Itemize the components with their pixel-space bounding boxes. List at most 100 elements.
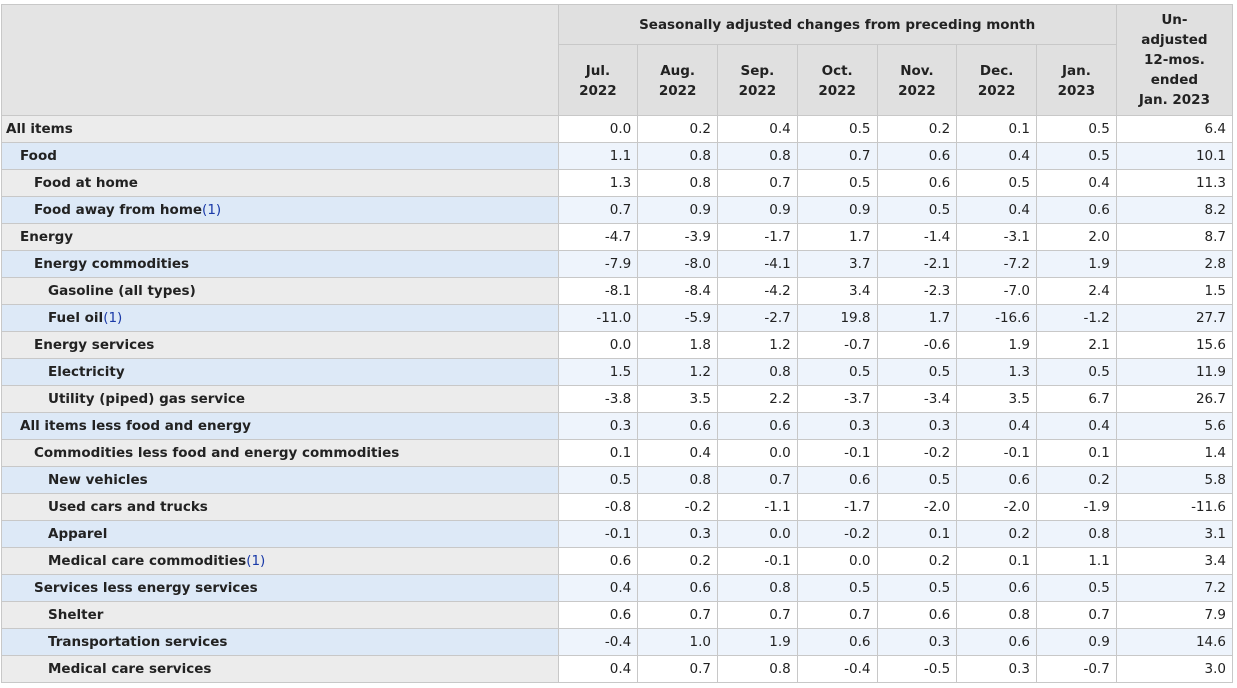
monthly-change-cell: -3.1	[956, 223, 1038, 251]
row-label: Gasoline (all types)	[48, 283, 196, 299]
cpi-changes-table: Seasonally adjusted changes from precedi…	[1, 4, 1234, 683]
monthly-change-cell: -3.7	[796, 385, 878, 413]
monthly-change-cell: 1.5	[557, 358, 639, 386]
header-row-top: Seasonally adjusted changes from precedi…	[1, 4, 1234, 116]
table-row: Food away from home(1) 0.7 0.9 0.9 0.9 0.5 0.4…	[1, 196, 1234, 224]
row-label-cell: Apparel	[1, 520, 559, 548]
monthly-change-cell: 0.5	[1036, 574, 1117, 602]
header-month-year: 2023	[1057, 83, 1096, 99]
monthly-change-cell: 0.5	[796, 115, 878, 143]
header-month-name: Jan.	[1061, 63, 1091, 79]
footnote-link[interactable]: (1)	[202, 202, 222, 218]
monthly-change-cell: 0.6	[796, 466, 878, 494]
monthly-change-cell: -0.1	[956, 439, 1038, 467]
footnote-link[interactable]: (1)	[246, 553, 266, 569]
monthly-change-cell: -4.1	[717, 250, 798, 278]
monthly-change-cell: 0.1	[1036, 439, 1117, 467]
monthly-change-cell: 0.5	[796, 574, 878, 602]
header-month: Jan. 2023	[1036, 44, 1117, 116]
header-unadjusted-line: Jan. 2023	[1138, 92, 1210, 108]
row-label-cell: All items less food and energy	[1, 412, 559, 440]
row-label-cell: Energy services	[1, 331, 559, 359]
monthly-change-cell: 0.5	[876, 466, 958, 494]
row-label-cell: Food at home	[1, 169, 559, 197]
header-month: Nov. 2022	[876, 44, 958, 116]
monthly-change-cell: 0.3	[637, 520, 719, 548]
row-label: Transportation services	[48, 634, 228, 650]
monthly-change-cell: 0.4	[956, 142, 1038, 170]
row-label: Shelter	[48, 607, 104, 623]
row-label: Food at home	[34, 175, 138, 191]
monthly-change-cell: -7.9	[557, 250, 639, 278]
monthly-change-cell: 0.5	[796, 358, 878, 386]
monthly-change-cell: 1.1	[1036, 547, 1117, 575]
monthly-change-cell: 6.7	[1036, 385, 1117, 413]
monthly-change-cell: -2.7	[717, 304, 798, 332]
annual-change-cell: 3.0	[1115, 655, 1234, 683]
table-body: All items 0.0 0.2 0.4 0.5 0.2 0.1 0.5 6.4 Food 1.1…	[1, 115, 1234, 683]
row-label: Medical care commodities	[48, 553, 247, 569]
monthly-change-cell: 0.4	[1036, 412, 1117, 440]
monthly-change-cell: 0.8	[956, 601, 1038, 629]
monthly-change-cell: 0.7	[637, 655, 719, 683]
monthly-change-cell: 0.4	[956, 412, 1038, 440]
monthly-change-cell: 3.7	[796, 250, 878, 278]
monthly-change-cell: 0.2	[876, 547, 958, 575]
monthly-change-cell: 1.7	[796, 223, 878, 251]
monthly-change-cell: 0.7	[717, 601, 798, 629]
table-row: Shelter 0.6 0.7 0.7 0.7 0.6 0.8 0.7 7.9	[1, 601, 1234, 629]
monthly-change-cell: -16.6	[956, 304, 1038, 332]
row-label: Food away from home	[34, 202, 203, 218]
table-row: Apparel -0.1 0.3 0.0 -0.2 0.1 0.2 0.8 3.1	[1, 520, 1234, 548]
row-label-cell: Shelter	[1, 601, 559, 629]
annual-change-cell: 1.4	[1115, 439, 1234, 467]
monthly-change-cell: 0.1	[557, 439, 639, 467]
header-month-name: Oct.	[821, 63, 853, 79]
monthly-change-cell: 0.2	[876, 115, 958, 143]
monthly-change-cell: 0.3	[557, 412, 639, 440]
row-label: All items	[6, 121, 73, 137]
table-row: All items 0.0 0.2 0.4 0.5 0.2 0.1 0.5 6.4	[1, 115, 1234, 143]
monthly-change-cell: 0.6	[956, 628, 1038, 656]
monthly-change-cell: 0.5	[796, 169, 878, 197]
monthly-change-cell: 0.4	[637, 439, 719, 467]
monthly-change-cell: 0.6	[876, 601, 958, 629]
annual-change-cell: -11.6	[1115, 493, 1234, 521]
header-unadjusted: Un- adjusted 12-mos. ended Jan. 2023	[1115, 4, 1234, 116]
header-month: Aug. 2022	[637, 44, 719, 116]
row-label: Energy services	[34, 337, 155, 353]
monthly-change-cell: -0.7	[1036, 655, 1117, 683]
header-month-year: 2022	[579, 83, 617, 99]
monthly-change-cell: 0.9	[717, 196, 798, 224]
monthly-change-cell: 0.9	[637, 196, 719, 224]
table-row: Used cars and trucks -0.8 -0.2 -1.1 -1.7 -2.0…	[1, 493, 1234, 521]
monthly-change-cell: 0.6	[637, 412, 719, 440]
table-row: All items less food and energy 0.3 0.6 0.6 0…	[1, 412, 1234, 440]
monthly-change-cell: 0.5	[876, 196, 958, 224]
monthly-change-cell: 0.3	[956, 655, 1038, 683]
monthly-change-cell: 0.8	[637, 142, 719, 170]
header-unadjusted-line: 12-mos.	[1143, 52, 1205, 68]
header-unadjusted-line: Un-	[1161, 12, 1188, 28]
annual-change-cell: 27.7	[1115, 304, 1234, 332]
monthly-change-cell: 0.6	[637, 574, 719, 602]
table-row: Medical care services 0.4 0.7 0.8 -0.4 -0.5 0.…	[1, 655, 1234, 683]
footnote-link[interactable]: (1)	[103, 310, 123, 326]
row-label-cell: Transportation services	[1, 628, 559, 656]
monthly-change-cell: 3.5	[637, 385, 719, 413]
monthly-change-cell: -2.0	[956, 493, 1038, 521]
table-row: Fuel oil(1) -11.0 -5.9 -2.7 19.8 1.7 -16.6 -1.2…	[1, 304, 1234, 332]
header-group-title: Seasonally adjusted changes from precedi…	[557, 4, 1117, 45]
monthly-change-cell: 1.1	[557, 142, 639, 170]
header-unadjusted-line: ended	[1150, 72, 1199, 88]
row-label-cell: New vehicles	[1, 466, 559, 494]
annual-change-cell: 5.8	[1115, 466, 1234, 494]
monthly-change-cell: 1.2	[637, 358, 719, 386]
monthly-change-cell: 0.0	[557, 331, 639, 359]
monthly-change-cell: 0.6	[717, 412, 798, 440]
table-row: Food at home 1.3 0.8 0.7 0.5 0.6 0.5 0.4 11.3	[1, 169, 1234, 197]
monthly-change-cell: 0.5	[876, 358, 958, 386]
row-label: All items less food and energy	[20, 418, 251, 434]
annual-change-cell: 10.1	[1115, 142, 1234, 170]
header-month-name: Sep.	[740, 63, 775, 79]
